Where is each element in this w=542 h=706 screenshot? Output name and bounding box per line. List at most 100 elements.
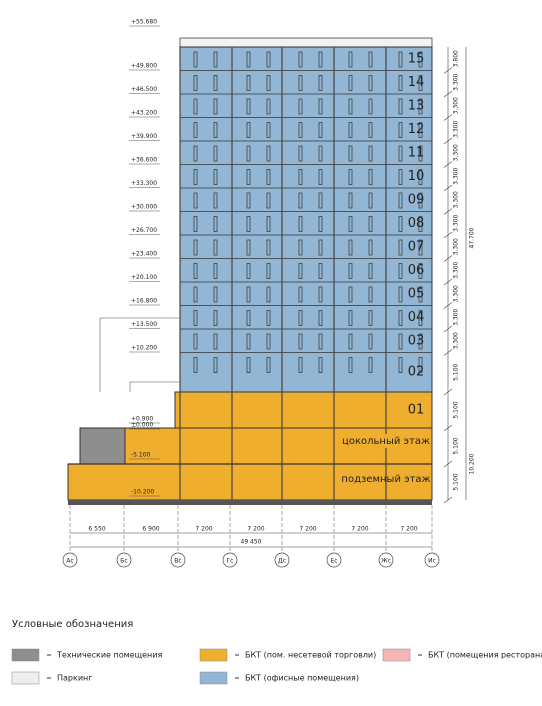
dim-tick [443,137,453,145]
window [213,145,218,162]
floor-label: 02 [408,365,425,380]
window [246,310,251,326]
window [368,286,373,303]
window [193,333,198,350]
elevation-label: +23.400 [131,251,157,258]
window [298,169,303,185]
window [213,357,218,373]
window [318,98,323,115]
legend-swatch [199,648,228,662]
windows [68,46,432,500]
span-label: 7 200 [247,526,264,533]
window [266,239,271,256]
dim-tick [443,278,453,286]
elevation-label: +13.500 [131,321,157,328]
window [193,239,198,256]
window [266,51,271,68]
axis-bubble [62,552,78,568]
axis-label: Бс [120,558,127,565]
floor-label: 11 [408,145,425,160]
window [418,357,423,373]
window [368,333,373,350]
floor-label: 15 [408,51,425,66]
window [193,145,198,162]
window [368,239,373,256]
window [398,75,403,91]
dim-tick [443,496,453,504]
window [213,169,218,185]
window [298,122,303,138]
window [348,263,353,279]
window [213,216,218,232]
foundation [68,500,432,505]
legend-label: БКТ (пом. несетевой торговли) [245,651,376,660]
window [193,216,198,232]
window [298,192,303,209]
window [418,333,423,350]
dim-tick [443,255,453,262]
window [298,216,303,232]
window [213,310,218,326]
window [266,357,271,373]
window [348,51,353,68]
window [368,75,373,91]
window [398,216,403,232]
window [368,122,373,138]
window [318,286,323,303]
window [368,98,373,115]
floor-label: 06 [408,263,425,278]
window [193,169,198,185]
window [348,169,353,185]
dim-total: 47.700 [469,227,476,248]
floor-label: 07 [408,239,425,254]
window [246,239,251,256]
office-zone [179,46,433,393]
window [266,333,271,350]
window [246,263,251,279]
window [298,310,303,326]
legend-swatch [382,648,411,662]
dim-tick [443,460,453,468]
legend-label: Технические помещения [56,651,162,660]
window [298,357,303,373]
window [368,310,373,326]
dim-tick [443,208,453,215]
window [418,216,423,232]
window [266,263,271,279]
window [398,333,403,350]
window [266,286,271,303]
window [368,216,373,232]
window [398,51,403,68]
window [398,286,403,303]
window [213,239,218,256]
level-label: подземный этаж [341,474,430,485]
axis-bubble [424,552,440,568]
axis-bubble [378,552,394,568]
elevation-label: ±0.000 [131,422,153,429]
window [418,145,423,162]
window [348,357,353,373]
window [318,192,323,209]
window [298,51,303,68]
elevation-label: -10.200 [131,489,154,496]
window [246,333,251,350]
window [398,263,403,279]
axis-bubble [326,552,342,568]
window [318,263,323,279]
window [193,192,198,209]
window [348,75,353,91]
window [266,98,271,115]
window [368,263,373,279]
window [246,145,251,162]
window [246,122,251,138]
window [398,169,403,185]
span-label: 7 200 [299,526,316,533]
span-label: 6 550 [88,526,105,533]
elevation-label: +26.700 [131,227,157,234]
window [398,98,403,115]
window [298,239,303,256]
window [298,145,303,162]
window [348,192,353,209]
axis-bubble [274,552,290,568]
